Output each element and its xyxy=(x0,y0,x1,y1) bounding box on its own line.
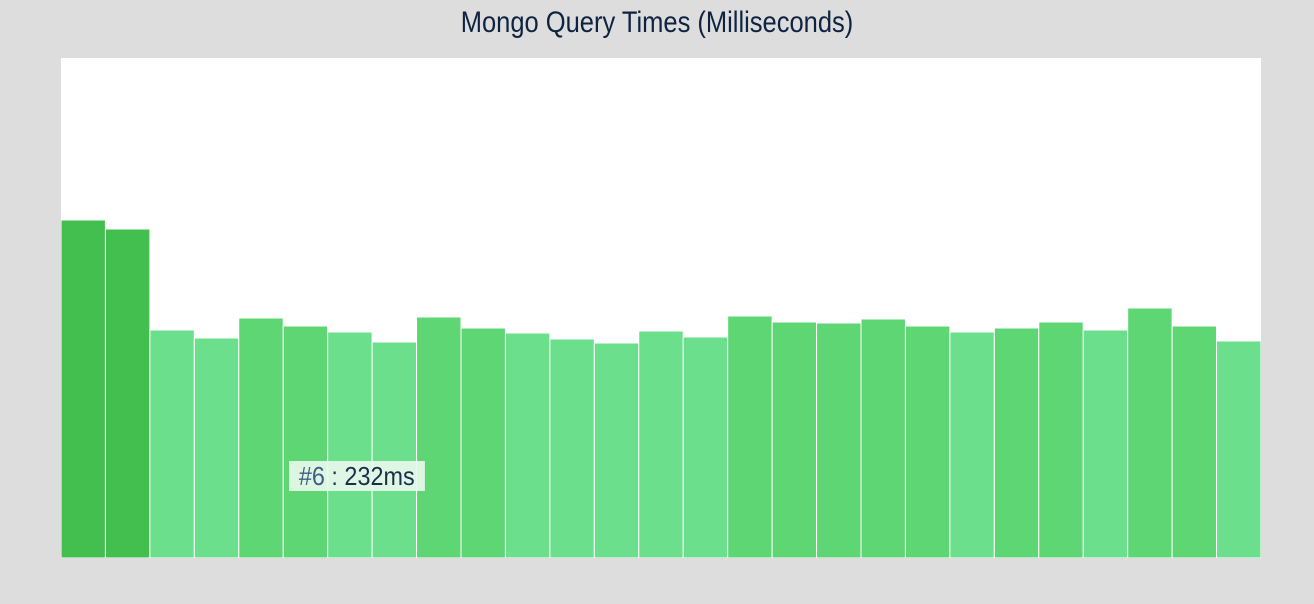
bar-7[interactable] xyxy=(328,332,372,558)
bar-20[interactable] xyxy=(905,326,949,558)
bar-5[interactable] xyxy=(239,318,283,558)
bar-21[interactable] xyxy=(950,332,994,558)
bar-22[interactable] xyxy=(994,328,1038,558)
bar-17[interactable] xyxy=(772,322,816,558)
bar-26[interactable] xyxy=(1172,326,1216,558)
bar-6[interactable] xyxy=(283,326,327,558)
bar-27[interactable] xyxy=(1217,341,1261,558)
bar-12[interactable] xyxy=(550,339,594,558)
bar-15[interactable] xyxy=(683,337,727,558)
bar-13[interactable] xyxy=(594,343,638,558)
bar-3[interactable] xyxy=(150,330,194,558)
bar-24[interactable] xyxy=(1083,330,1127,558)
tooltip-separator: : xyxy=(325,461,345,491)
bar-19[interactable] xyxy=(861,319,905,558)
bar-25[interactable] xyxy=(1128,308,1172,558)
bar-14[interactable] xyxy=(639,331,683,558)
bar-11[interactable] xyxy=(505,333,549,558)
plot-area: #6 : 232ms xyxy=(61,58,1261,558)
bar-16[interactable] xyxy=(728,316,772,558)
bar-2[interactable] xyxy=(105,229,149,558)
bar-4[interactable] xyxy=(194,338,238,558)
bar-chart xyxy=(61,58,1261,558)
bar-1[interactable] xyxy=(61,220,105,558)
chart-title: Mongo Query Times (Milliseconds) xyxy=(99,0,1216,48)
bar-23[interactable] xyxy=(1039,322,1083,558)
bar-8[interactable] xyxy=(372,342,416,558)
bar-10[interactable] xyxy=(461,328,505,558)
bar-9[interactable] xyxy=(417,317,461,558)
tooltip-bar-id: #6 xyxy=(299,461,325,491)
bar-18[interactable] xyxy=(817,323,861,558)
tooltip-value: 232ms xyxy=(344,461,414,491)
bar-tooltip: #6 : 232ms xyxy=(289,461,425,491)
